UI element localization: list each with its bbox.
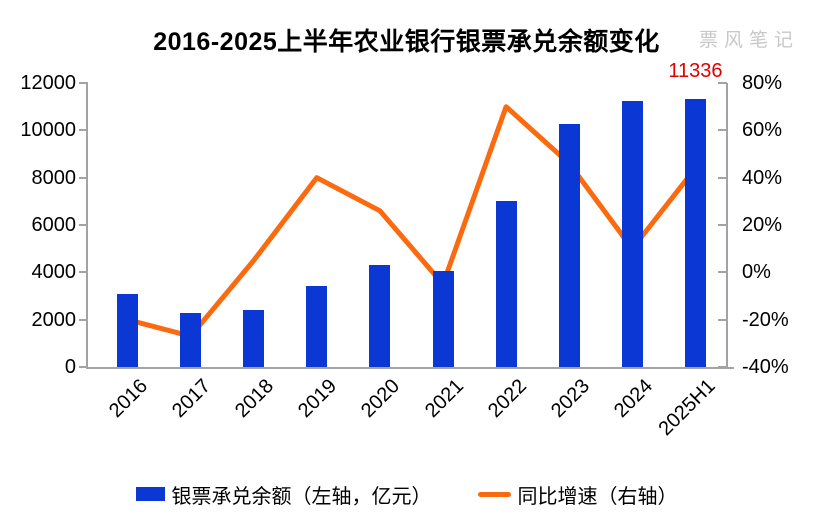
bar-2022 [495, 201, 517, 367]
growth-line [125, 104, 698, 339]
left-axis-tick [79, 271, 88, 274]
left-axis-tick-label: 6000 [31, 214, 77, 236]
legend-label-balance: 银票承兑余额（左轴，亿元） [171, 485, 432, 508]
bar-2024 [621, 100, 643, 367]
left-axis-tick [79, 366, 88, 368]
x-axis-label-2023: 2023 [546, 375, 594, 423]
right-axis-tick [718, 271, 727, 274]
legend-bar-swatch-icon [135, 487, 165, 501]
x-axis-label-2019: 2019 [294, 375, 342, 423]
left-axis-tick-label: 8000 [31, 166, 77, 189]
right-axis-tick-label: 80% [742, 72, 783, 94]
right-axis-tick-label: -40% [742, 356, 789, 378]
right-axis-tick-label: 40% [742, 166, 783, 189]
bar-2023 [558, 124, 580, 367]
right-axis-tick [718, 129, 727, 132]
x-axis-label-2025H1: 2025H1 [654, 375, 720, 441]
bar-2017 [180, 313, 202, 367]
chart-title: 2016-2025上半年农业银行银票承兑余额变化 [153, 28, 660, 56]
left-axis-tick-label: 10000 [20, 119, 76, 142]
bar-2020 [369, 265, 391, 367]
right-axis-tick-label: 0% [742, 261, 771, 284]
right-axis-line [726, 83, 728, 369]
bar-2016 [117, 293, 138, 367]
x-axis-label-2021: 2021 [420, 375, 468, 423]
bar-2025H1 [684, 98, 706, 367]
bar-2021 [432, 271, 454, 367]
left-axis-tick-label: 0 [64, 356, 76, 378]
x-axis-label-2024: 2024 [609, 375, 657, 423]
x-axis-label-2016: 2016 [105, 375, 153, 423]
x-axis-label-2022: 2022 [483, 375, 531, 423]
data-label-2025h1: 11336 [668, 59, 723, 82]
legend: 银票承兑余额（左轴，亿元） 同比增速（右轴） [0, 478, 813, 510]
right-axis-tick [718, 366, 727, 368]
right-axis-tick [718, 318, 727, 321]
left-axis-tick-label: 2000 [31, 308, 77, 331]
legend-line-swatch-icon [477, 491, 511, 497]
x-axis-label-2017: 2017 [168, 375, 216, 423]
left-axis-line [86, 83, 88, 369]
left-axis-tick [79, 129, 88, 132]
left-axis-tick [79, 176, 88, 179]
left-axis-tick-label: 4000 [31, 261, 77, 284]
legend-item-balance: 银票承兑余额（左轴，亿元） [135, 480, 432, 509]
right-axis-tick [718, 224, 727, 226]
x-axis-label-2018: 2018 [231, 375, 279, 423]
right-axis-tick-label: 20% [742, 214, 783, 236]
left-axis-tick [79, 224, 88, 226]
left-axis-tick [79, 82, 88, 84]
left-axis-tick-label: 12000 [20, 72, 76, 94]
right-axis-tick [718, 82, 727, 84]
watermark-logo: 票风笔记 [698, 29, 799, 51]
bar-2018 [243, 310, 265, 367]
bar-2019 [306, 286, 328, 367]
x-axis-label-2020: 2020 [357, 375, 405, 423]
right-axis-tick [718, 176, 727, 179]
right-axis-tick-label: -20% [742, 308, 789, 331]
legend-item-growth: 同比增速（右轴） [477, 480, 678, 509]
legend-label-growth: 同比增速（右轴） [517, 485, 678, 508]
left-axis-tick [79, 318, 88, 321]
right-axis-tick-label: 60% [742, 119, 783, 142]
x-axis-line [86, 367, 734, 369]
